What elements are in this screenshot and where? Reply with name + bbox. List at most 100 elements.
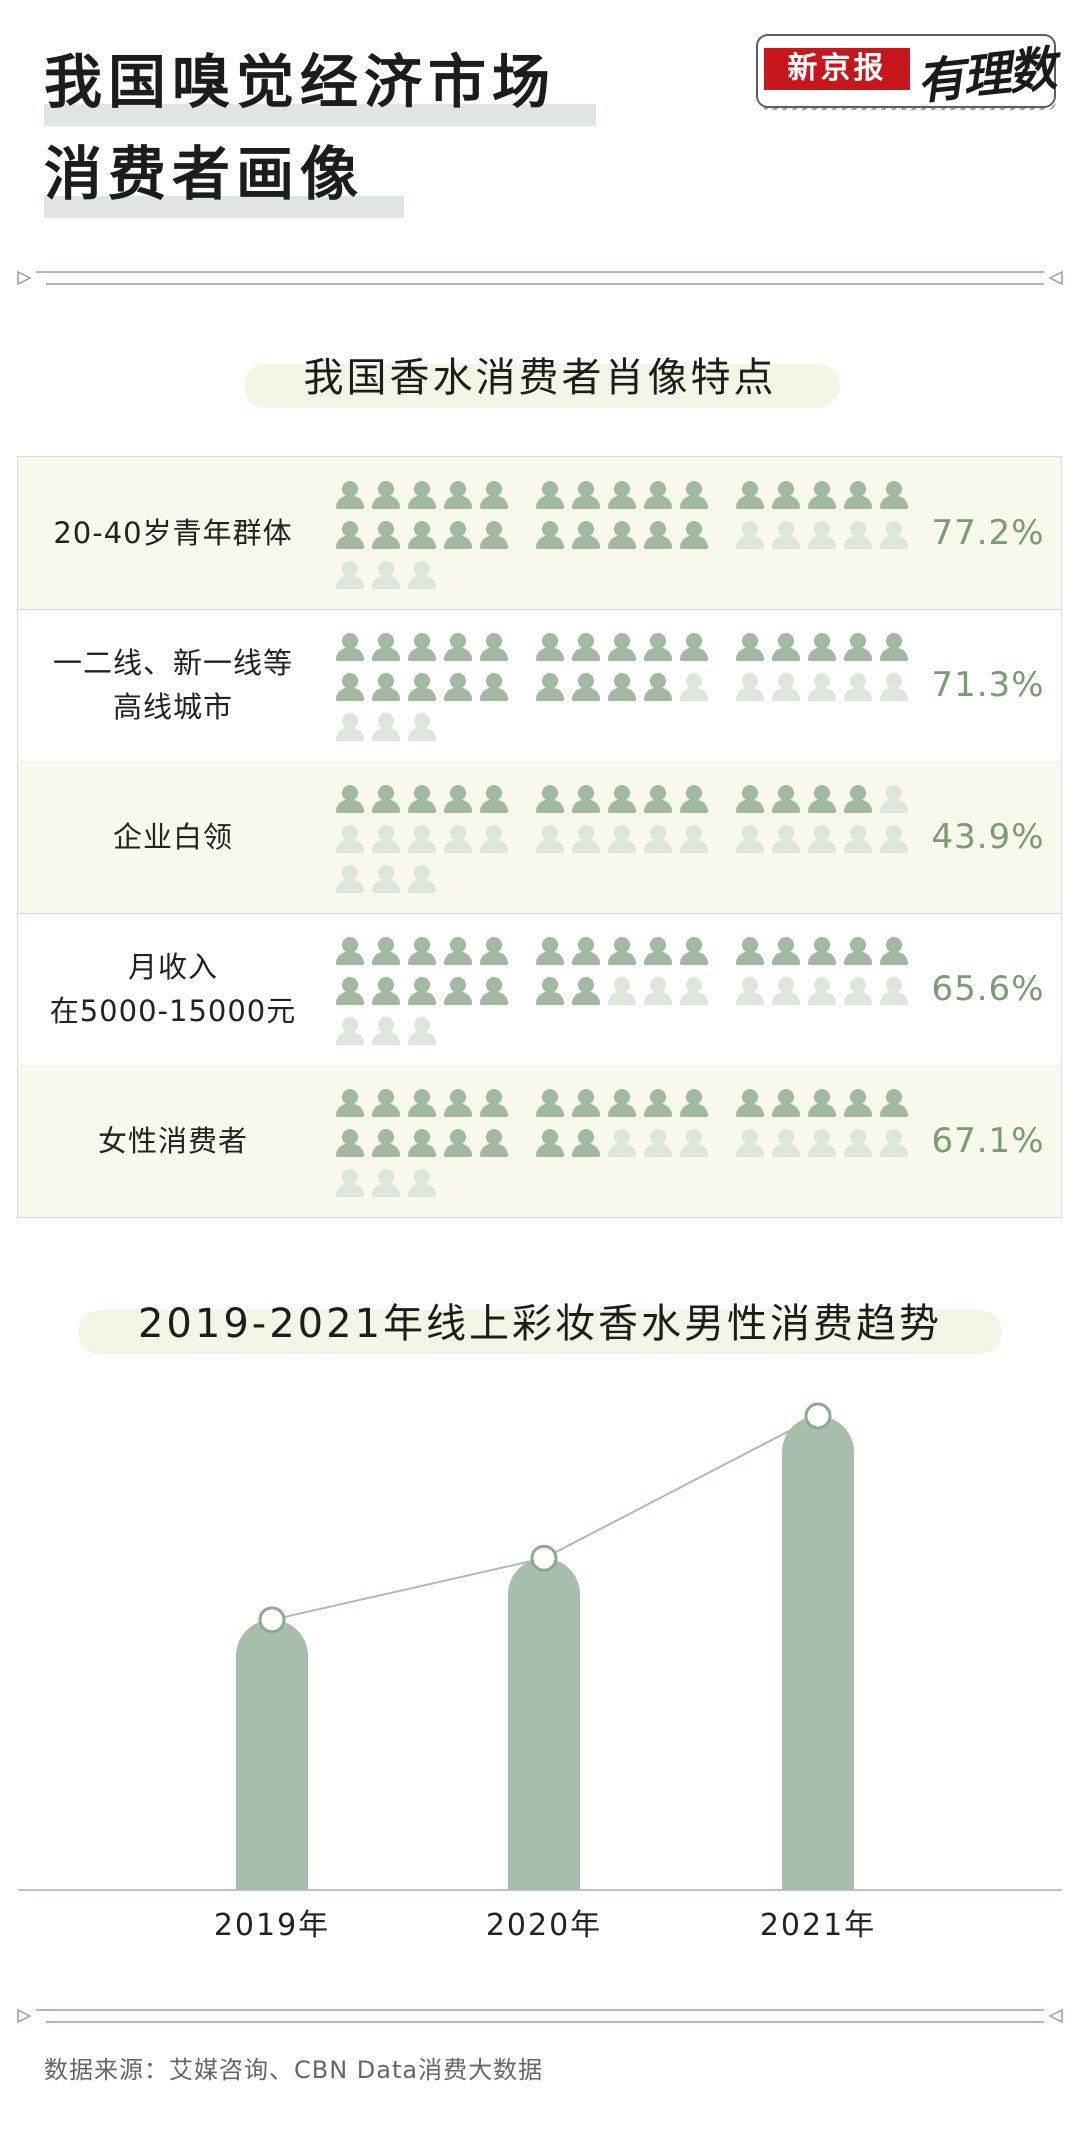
person-icon xyxy=(371,977,401,1005)
person-icon xyxy=(535,521,565,549)
person-icon-grid xyxy=(18,1065,1061,1217)
person-icon xyxy=(771,1089,801,1117)
portrait-row: 企业白领 43.9% xyxy=(18,761,1061,914)
person-icon-grid xyxy=(18,609,1061,761)
person-icon xyxy=(371,481,401,509)
person-icon xyxy=(879,977,909,1005)
person-icon xyxy=(371,937,401,965)
person-icon xyxy=(335,481,365,509)
person-icon xyxy=(879,785,909,813)
person-icon xyxy=(407,1089,437,1117)
person-icon xyxy=(335,785,365,813)
person-icon xyxy=(807,1129,837,1157)
person-icon xyxy=(571,633,601,661)
person-icon xyxy=(371,1017,401,1045)
person-icon xyxy=(771,1129,801,1157)
portrait-row-label-line: 一二线、新一线等 xyxy=(52,646,293,680)
portrait-heading-bg xyxy=(244,364,840,408)
portrait-row-label-line: 女性消费者 xyxy=(97,1124,248,1158)
person-icon xyxy=(679,937,709,965)
person-icon xyxy=(571,937,601,965)
person-icon xyxy=(771,521,801,549)
person-icon xyxy=(807,633,837,661)
person-icon xyxy=(535,937,565,965)
person-icon xyxy=(807,673,837,701)
person-icon xyxy=(771,825,801,853)
portrait-row-percent: 77.2% xyxy=(931,513,1045,553)
person-icon xyxy=(679,1089,709,1117)
person-icon xyxy=(407,977,437,1005)
person-icon xyxy=(771,785,801,813)
trend-line-segment xyxy=(543,1415,819,1560)
person-icon xyxy=(843,521,873,549)
trend-point-2 xyxy=(804,1402,832,1430)
person-icon xyxy=(879,825,909,853)
person-icon xyxy=(607,481,637,509)
person-icon xyxy=(335,521,365,549)
page-title-line-2: 消费者画像 xyxy=(44,140,365,208)
person-icon xyxy=(843,825,873,853)
portrait-row-label-line: 企业白领 xyxy=(112,820,233,854)
person-icon xyxy=(335,1089,365,1117)
portrait-section-heading: 我国香水消费者肖像特点 xyxy=(303,355,777,401)
person-icon xyxy=(335,977,365,1005)
person-icon xyxy=(407,825,437,853)
person-icon xyxy=(735,1129,765,1157)
person-icon xyxy=(843,1089,873,1117)
person-icon xyxy=(607,785,637,813)
person-icon xyxy=(407,673,437,701)
person-icon xyxy=(479,1089,509,1117)
portrait-row-label: 女性消费者 xyxy=(18,1065,328,1217)
person-icon xyxy=(443,633,473,661)
data-source: 数据来源：艾媒咨询、CBN Data消费大数据 xyxy=(44,2056,544,2084)
person-icon xyxy=(879,633,909,661)
portrait-row-percent: 71.3% xyxy=(931,665,1045,705)
person-icon xyxy=(643,521,673,549)
person-icon-grid xyxy=(18,457,1061,609)
person-icon xyxy=(479,977,509,1005)
person-icon xyxy=(843,785,873,813)
bottom-divider xyxy=(17,2008,1063,2024)
bar-0 xyxy=(236,1619,308,1890)
portrait-row-percent: 43.9% xyxy=(931,817,1045,857)
person-icon xyxy=(335,1017,365,1045)
person-icon xyxy=(879,481,909,509)
person-icon xyxy=(371,713,401,741)
person-icon xyxy=(479,481,509,509)
person-icon xyxy=(879,521,909,549)
person-icon xyxy=(335,865,365,893)
person-icon xyxy=(571,825,601,853)
person-icon xyxy=(443,937,473,965)
person-icon xyxy=(443,1129,473,1157)
person-icon xyxy=(535,1129,565,1157)
person-icon xyxy=(371,633,401,661)
person-icon xyxy=(443,673,473,701)
logo-brand-label: 新京报 xyxy=(764,48,910,90)
person-icon xyxy=(371,521,401,549)
person-icon xyxy=(643,481,673,509)
person-icon xyxy=(679,521,709,549)
person-icon xyxy=(879,1129,909,1157)
person-icon xyxy=(371,1169,401,1197)
person-icon xyxy=(571,1089,601,1117)
person-icon xyxy=(371,1129,401,1157)
person-icon xyxy=(371,1089,401,1117)
trend-line-segment xyxy=(271,1557,545,1621)
person-icon xyxy=(407,713,437,741)
person-icon xyxy=(807,825,837,853)
person-icon xyxy=(643,825,673,853)
person-icon xyxy=(571,673,601,701)
person-icon xyxy=(843,673,873,701)
person-icon xyxy=(335,713,365,741)
person-icon xyxy=(843,633,873,661)
portrait-row-label-line: 20-40岁青年群体 xyxy=(53,516,293,550)
person-icon xyxy=(735,673,765,701)
person-icon xyxy=(643,1089,673,1117)
title-highlight-1 xyxy=(44,104,596,126)
person-icon xyxy=(771,673,801,701)
portrait-row: 月收入 在5000-15000元 65.6% xyxy=(18,913,1061,1066)
person-icon xyxy=(443,1089,473,1117)
person-icon xyxy=(407,1129,437,1157)
person-icon xyxy=(571,785,601,813)
